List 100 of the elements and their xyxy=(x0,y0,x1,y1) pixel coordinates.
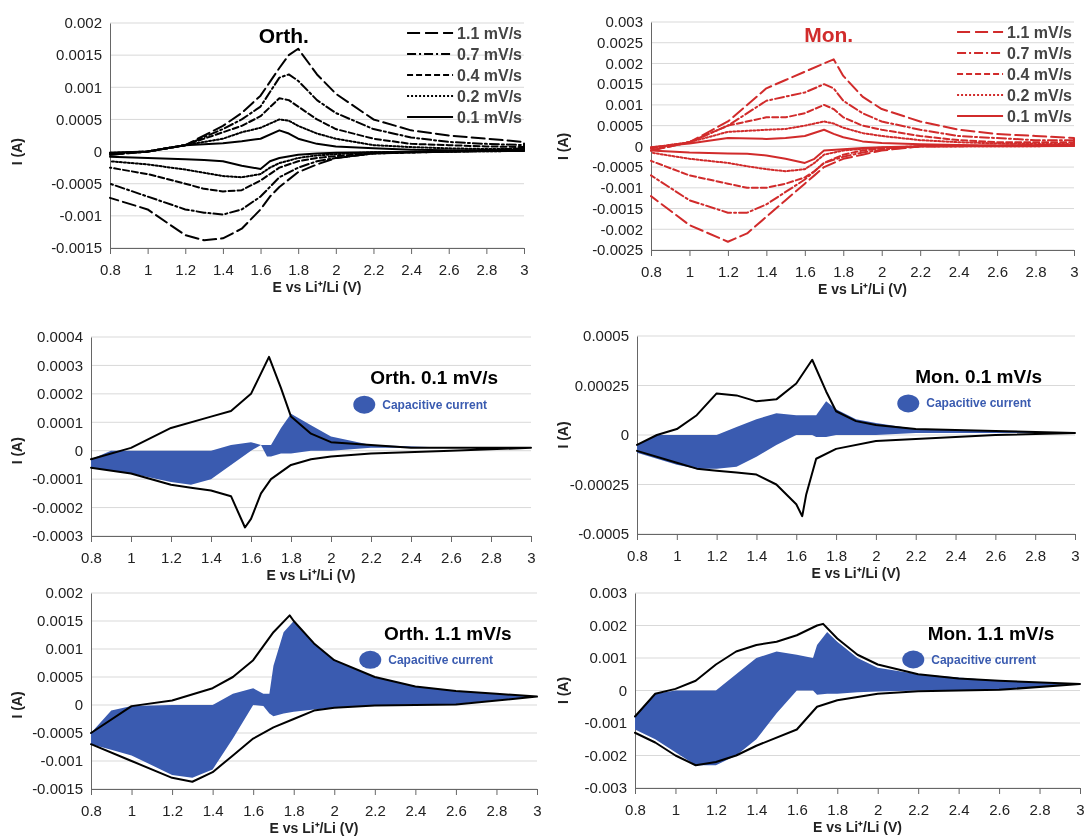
legend-label: 1.1 mV/s xyxy=(457,25,523,42)
x-tick-label: 0.8 xyxy=(625,800,646,818)
x-tick-label: 1.8 xyxy=(833,262,855,280)
chart-title: Mon. xyxy=(804,23,854,46)
legend-label: 0.2 mV/s xyxy=(1007,87,1073,104)
x-tick-label: 1.2 xyxy=(706,546,728,564)
y-tick-label: 0.0003 xyxy=(37,356,83,374)
x-tick-label: 2.4 xyxy=(948,800,970,818)
x-tick-label: 2.8 xyxy=(486,801,508,819)
text: Mon. 0.1 mV/s xyxy=(915,366,1042,387)
x-tick-label: 2.4 xyxy=(945,546,967,564)
y-tick-label: 0 xyxy=(93,142,102,160)
y-tick-label: 0.003 xyxy=(605,13,643,31)
y-tick-label: 0.001 xyxy=(589,649,627,667)
x-axis-title: E vs Li⁺/Li (V) xyxy=(817,281,908,297)
x-tick-label: 2.2 xyxy=(361,548,382,566)
x-tick-label: 1.4 xyxy=(201,548,222,566)
y-tick-label: 0.001 xyxy=(45,640,83,658)
x-tick-label: 1 xyxy=(673,546,682,564)
x-tick-label: 1 xyxy=(143,260,153,278)
y-tick-label: 0.003 xyxy=(589,584,627,602)
x-tick-label: 0.8 xyxy=(641,262,662,280)
legend-label: 1.1 mV/s xyxy=(1007,24,1073,41)
x-tick-label: 2.6 xyxy=(985,546,1007,564)
x-tick-label: 2 xyxy=(874,800,883,818)
y-tick-label: -0.001 xyxy=(584,714,627,732)
x-tick-label: 0.8 xyxy=(81,801,102,819)
x-tick-label: 2 xyxy=(332,260,341,278)
x-tick-label: 1.2 xyxy=(175,260,197,278)
x-tick-label: 1.2 xyxy=(161,548,182,566)
y-tick-label: 0 xyxy=(634,137,643,155)
x-tick-label: 2.6 xyxy=(445,801,467,819)
y-tick-label: 0.0015 xyxy=(37,612,83,630)
x-tick-label: 2.2 xyxy=(363,260,385,278)
y-tick-label: -0.0005 xyxy=(578,525,629,543)
y-tick-label: -0.002 xyxy=(584,746,627,764)
y-tick-label: 0.002 xyxy=(605,54,643,72)
x-axis-title: E vs Li⁺/Li (V) xyxy=(266,567,356,583)
x-tick-label: 1 xyxy=(127,548,136,566)
x-tick-label: 2.8 xyxy=(481,548,502,566)
x-tick-label: 2 xyxy=(330,801,339,819)
x-tick-label: 1.4 xyxy=(746,546,768,564)
x-tick-label: 1.6 xyxy=(786,546,808,564)
x-tick-label: 3 xyxy=(520,260,529,278)
x-tick-label: 3 xyxy=(1076,800,1085,818)
y-tick-label: 0 xyxy=(74,696,83,714)
legend-label: Capacitive current xyxy=(926,396,1031,411)
x-tick-label: 1.2 xyxy=(705,800,727,818)
x-tick-label: 1.6 xyxy=(241,548,262,566)
legend-label: Capacitive current xyxy=(931,652,1036,667)
y-tick-label: -0.003 xyxy=(584,779,627,797)
x-tick-label: 2 xyxy=(872,546,881,564)
y-axis-title: I (A) xyxy=(555,421,571,449)
x-tick-label: 1.2 xyxy=(162,801,184,819)
y-tick-label: -0.0003 xyxy=(32,527,83,545)
y-tick-label: -0.0015 xyxy=(32,780,83,798)
x-tick-label: 1 xyxy=(685,262,695,280)
y-tick-label: 0.0002 xyxy=(37,385,83,403)
x-tick-label: 1.4 xyxy=(202,801,224,819)
x-tick-label: 1.8 xyxy=(283,801,305,819)
y-axis-title: I (A) xyxy=(9,137,25,166)
y-tick-label: 0.002 xyxy=(64,14,102,32)
y-tick-label: -0.001 xyxy=(40,752,83,770)
text: Orth. 1.1 mV/s xyxy=(383,623,512,644)
x-tick-label: 1.4 xyxy=(212,260,234,278)
y-tick-label: 0.002 xyxy=(45,584,83,602)
x-axis-title: E vs Li⁺/Li (V) xyxy=(812,819,903,835)
x-tick-label: 1.6 xyxy=(794,262,816,280)
x-tick-label: 3 xyxy=(1070,262,1079,280)
y-tick-label: -0.0005 xyxy=(32,724,83,742)
x-tick-label: 2.6 xyxy=(989,800,1011,818)
x-tick-label: 2.4 xyxy=(401,260,423,278)
y-tick-label: -0.0015 xyxy=(592,199,643,217)
y-tick-label: 0.002 xyxy=(589,616,627,634)
y-tick-label: -0.0015 xyxy=(51,239,102,257)
y-tick-label: 0 xyxy=(618,681,627,699)
legend-label: 0.4 mV/s xyxy=(457,67,523,84)
legend-label: 0.1 mV/s xyxy=(457,109,523,126)
y-tick-label: -0.001 xyxy=(59,207,102,225)
x-tick-label: 2 xyxy=(327,548,336,566)
x-tick-label: 0.8 xyxy=(81,548,102,566)
y-axis-title: I (A) xyxy=(9,437,25,465)
y-tick-label: 0.0001 xyxy=(37,413,83,431)
x-tick-label: 2.6 xyxy=(987,262,1009,280)
y-tick-label: -0.0002 xyxy=(32,498,83,516)
x-tick-label: 2.2 xyxy=(908,800,930,818)
y-tick-label: 0.001 xyxy=(64,78,102,96)
legend-label: 0.7 mV/s xyxy=(1007,45,1073,62)
y-tick-label: 0.0005 xyxy=(37,668,83,686)
y-tick-label: 0.0005 xyxy=(56,110,102,128)
x-tick-label: 1.8 xyxy=(288,260,310,278)
x-tick-label: 2.2 xyxy=(905,546,927,564)
x-tick-label: 1.8 xyxy=(826,546,848,564)
x-tick-label: 3 xyxy=(533,801,542,819)
x-tick-label: 1.6 xyxy=(786,800,808,818)
legend-label: Capacitive current xyxy=(382,397,487,412)
x-tick-label: 1.4 xyxy=(756,262,778,280)
legend-label: 0.7 mV/s xyxy=(457,46,523,63)
x-tick-label: 2.8 xyxy=(1025,262,1047,280)
y-axis-title: I (A) xyxy=(555,132,571,160)
